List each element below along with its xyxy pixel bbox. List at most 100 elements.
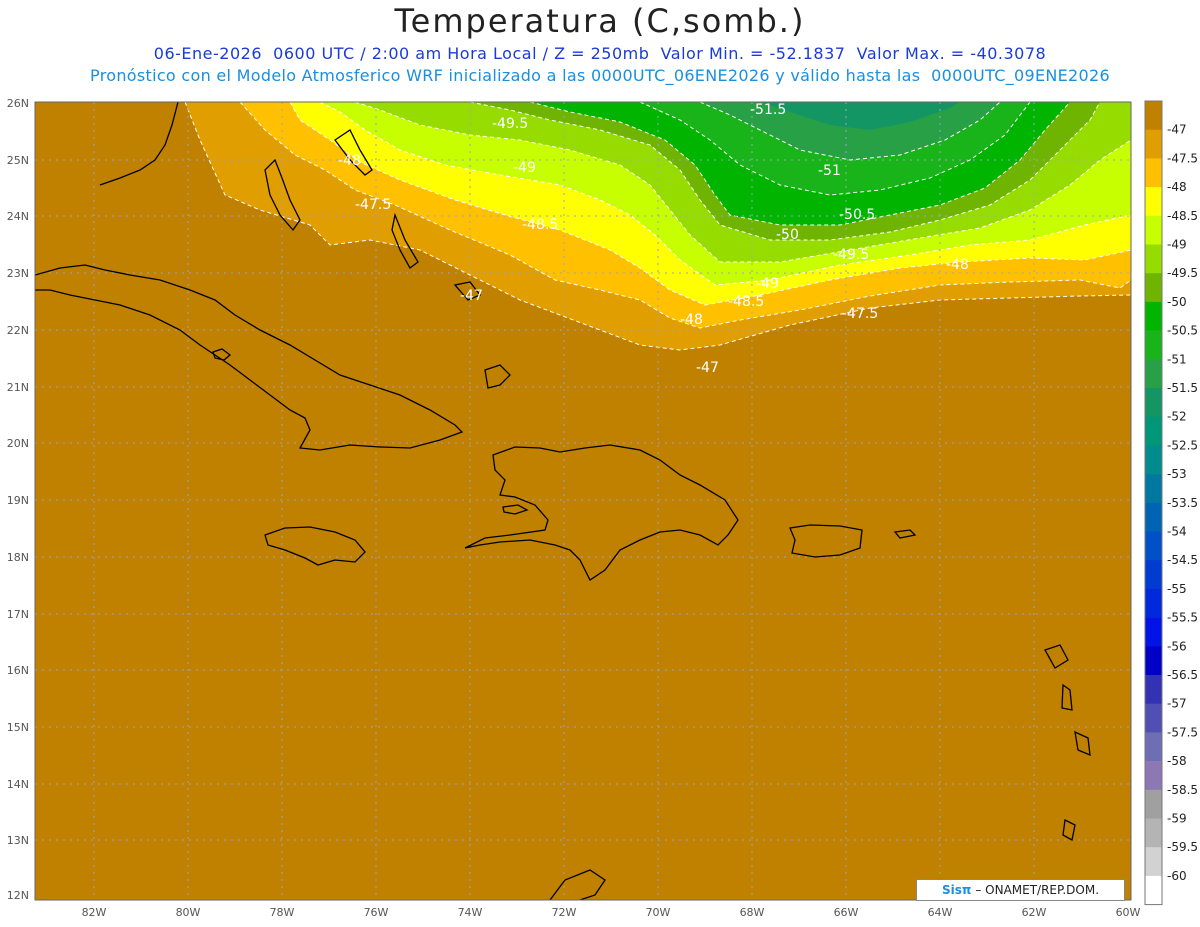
contour-label: -50.5 bbox=[839, 207, 875, 223]
lat-label: 26N bbox=[7, 97, 29, 110]
colorbar-swatch bbox=[1145, 388, 1162, 417]
contour-labels: -51.5 -49.5 -48 -49 -51 -47.5 -50.5 -48.… bbox=[338, 102, 969, 376]
gonave-outline bbox=[502, 504, 529, 515]
colorbar-swatch bbox=[1145, 215, 1162, 245]
colorbar-swatch bbox=[1145, 531, 1162, 561]
colorbar-swatch bbox=[1145, 875, 1162, 905]
lon-label: 60W bbox=[1116, 906, 1141, 919]
colorbar-label: -58 bbox=[1167, 754, 1187, 768]
colorbar-label: -48.5 bbox=[1167, 209, 1198, 223]
band-52 bbox=[760, 102, 960, 130]
contour-label: -49 bbox=[756, 276, 779, 292]
lon-label: 82W bbox=[82, 906, 107, 919]
lon-label: 76W bbox=[364, 906, 389, 919]
lon-label: 64W bbox=[928, 906, 953, 919]
contour-lines bbox=[184, 102, 1131, 351]
lat-label: 19N bbox=[7, 494, 29, 507]
colorbar-swatch bbox=[1145, 761, 1162, 791]
puerto-rico-outline bbox=[789, 524, 863, 558]
colorbar-swatch bbox=[1145, 789, 1162, 819]
colorbar-label: -48 bbox=[1167, 180, 1187, 194]
colorbar-label: -52 bbox=[1167, 410, 1187, 424]
colorbar-swatch bbox=[1145, 646, 1162, 676]
lat-label: 14N bbox=[7, 778, 29, 791]
colorbar-swatch bbox=[1145, 158, 1162, 188]
colorbar-label: -54.5 bbox=[1167, 553, 1198, 567]
sispi-logo: Sisπ bbox=[941, 883, 972, 897]
credit-text: – ONAMET/REP.DOM. bbox=[975, 883, 1100, 897]
lat-label: 22N bbox=[7, 324, 29, 337]
colorbar-border bbox=[1144, 100, 1163, 906]
colorbar-label: -58.5 bbox=[1167, 783, 1198, 797]
colorbar-swatch bbox=[1145, 129, 1162, 159]
lesser-antilles-3 bbox=[1074, 730, 1091, 757]
colorbar-swatch bbox=[1145, 588, 1162, 618]
lon-label: 72W bbox=[552, 906, 577, 919]
lon-label: 74W bbox=[458, 906, 483, 919]
colorbar-label: -59 bbox=[1167, 812, 1187, 826]
lesser-antilles-1 bbox=[1044, 644, 1069, 669]
colorbar-swatch bbox=[1145, 474, 1162, 504]
longitude-axis: 82W 80W 78W 76W 74W 72W 70W 68W 66W 64W … bbox=[82, 906, 1141, 919]
hispaniola-outline bbox=[464, 444, 739, 581]
andros-outline bbox=[264, 158, 301, 232]
lat-label: 18N bbox=[7, 551, 29, 564]
colorbar-swatch bbox=[1145, 703, 1162, 733]
colorbar-label: -51.5 bbox=[1167, 381, 1198, 395]
colorbar-label: -53 bbox=[1167, 467, 1187, 481]
contour-label: -47.5 bbox=[842, 306, 878, 322]
lon-label: 80W bbox=[176, 906, 201, 919]
lon-label: 70W bbox=[646, 906, 671, 919]
lon-label: 78W bbox=[270, 906, 295, 919]
lat-label: 13N bbox=[7, 834, 29, 847]
lat-label: 20N bbox=[7, 437, 29, 450]
florida-keys-outline bbox=[99, 102, 179, 186]
contour-label: -47 bbox=[696, 360, 719, 376]
lat-label: 24N bbox=[7, 210, 29, 223]
colorbar-label: -55.5 bbox=[1167, 611, 1198, 625]
contour-label: -48.5 bbox=[522, 217, 558, 233]
colorbar-swatch bbox=[1145, 273, 1162, 303]
map-title: Temperatura (C,somb.) bbox=[394, 2, 806, 40]
colorbar-label: -60 bbox=[1167, 869, 1187, 883]
lesser-antilles-2 bbox=[1061, 683, 1073, 711]
lat-label: 16N bbox=[7, 664, 29, 677]
plot-border bbox=[34, 101, 1132, 901]
contour-label: -49.5 bbox=[833, 247, 869, 263]
lon-label: 62W bbox=[1022, 906, 1047, 919]
lat-lon-grid bbox=[35, 102, 1131, 900]
colorbar-swatch bbox=[1145, 502, 1162, 532]
lat-label: 15N bbox=[7, 721, 29, 734]
credit-box: Sisπ – ONAMET/REP.DOM. bbox=[916, 879, 1125, 901]
colorbar-swatch bbox=[1145, 732, 1162, 762]
isla-juventud-outline bbox=[212, 348, 232, 361]
colorbar-label: -57 bbox=[1167, 697, 1187, 711]
venezuela-coast bbox=[549, 869, 606, 900]
latitude-axis: 26N 25N 24N 23N 22N 21N 20N 19N 18N 17N … bbox=[7, 97, 29, 902]
cuba-outline bbox=[35, 264, 464, 451]
islands-virgin bbox=[893, 529, 917, 539]
turks-outline bbox=[484, 364, 511, 389]
valid-time-line: 06-Ene-2026 0600 UTC / 2:00 am Hora Loca… bbox=[153, 44, 1047, 63]
coastlines bbox=[35, 102, 1091, 900]
contour-label: -50 bbox=[776, 227, 799, 243]
lat-label: 25N bbox=[7, 154, 29, 167]
colorbar-label: -55 bbox=[1167, 582, 1187, 596]
colorbar-swatch bbox=[1145, 187, 1162, 217]
colorbar-label: -56 bbox=[1167, 639, 1187, 653]
bahamas-east-outline bbox=[391, 212, 419, 269]
colorbar-label: -51 bbox=[1167, 352, 1187, 366]
bahamas-outline bbox=[334, 129, 373, 176]
colorbar-swatch bbox=[1145, 330, 1162, 360]
lon-label: 66W bbox=[834, 906, 859, 919]
lat-label: 17N bbox=[7, 608, 29, 621]
colorbar-label: -54 bbox=[1167, 525, 1187, 539]
colorbar-label: -50.5 bbox=[1167, 324, 1198, 338]
contour-label: -47 bbox=[460, 288, 483, 304]
model-info-line: Pronóstico con el Modelo Atmosferico WRF… bbox=[90, 66, 1110, 85]
contour-label: -48 bbox=[338, 153, 361, 169]
lon-label: 68W bbox=[740, 906, 765, 919]
colorbar-label: -56.5 bbox=[1167, 668, 1198, 682]
colorbar-swatch bbox=[1145, 560, 1162, 590]
